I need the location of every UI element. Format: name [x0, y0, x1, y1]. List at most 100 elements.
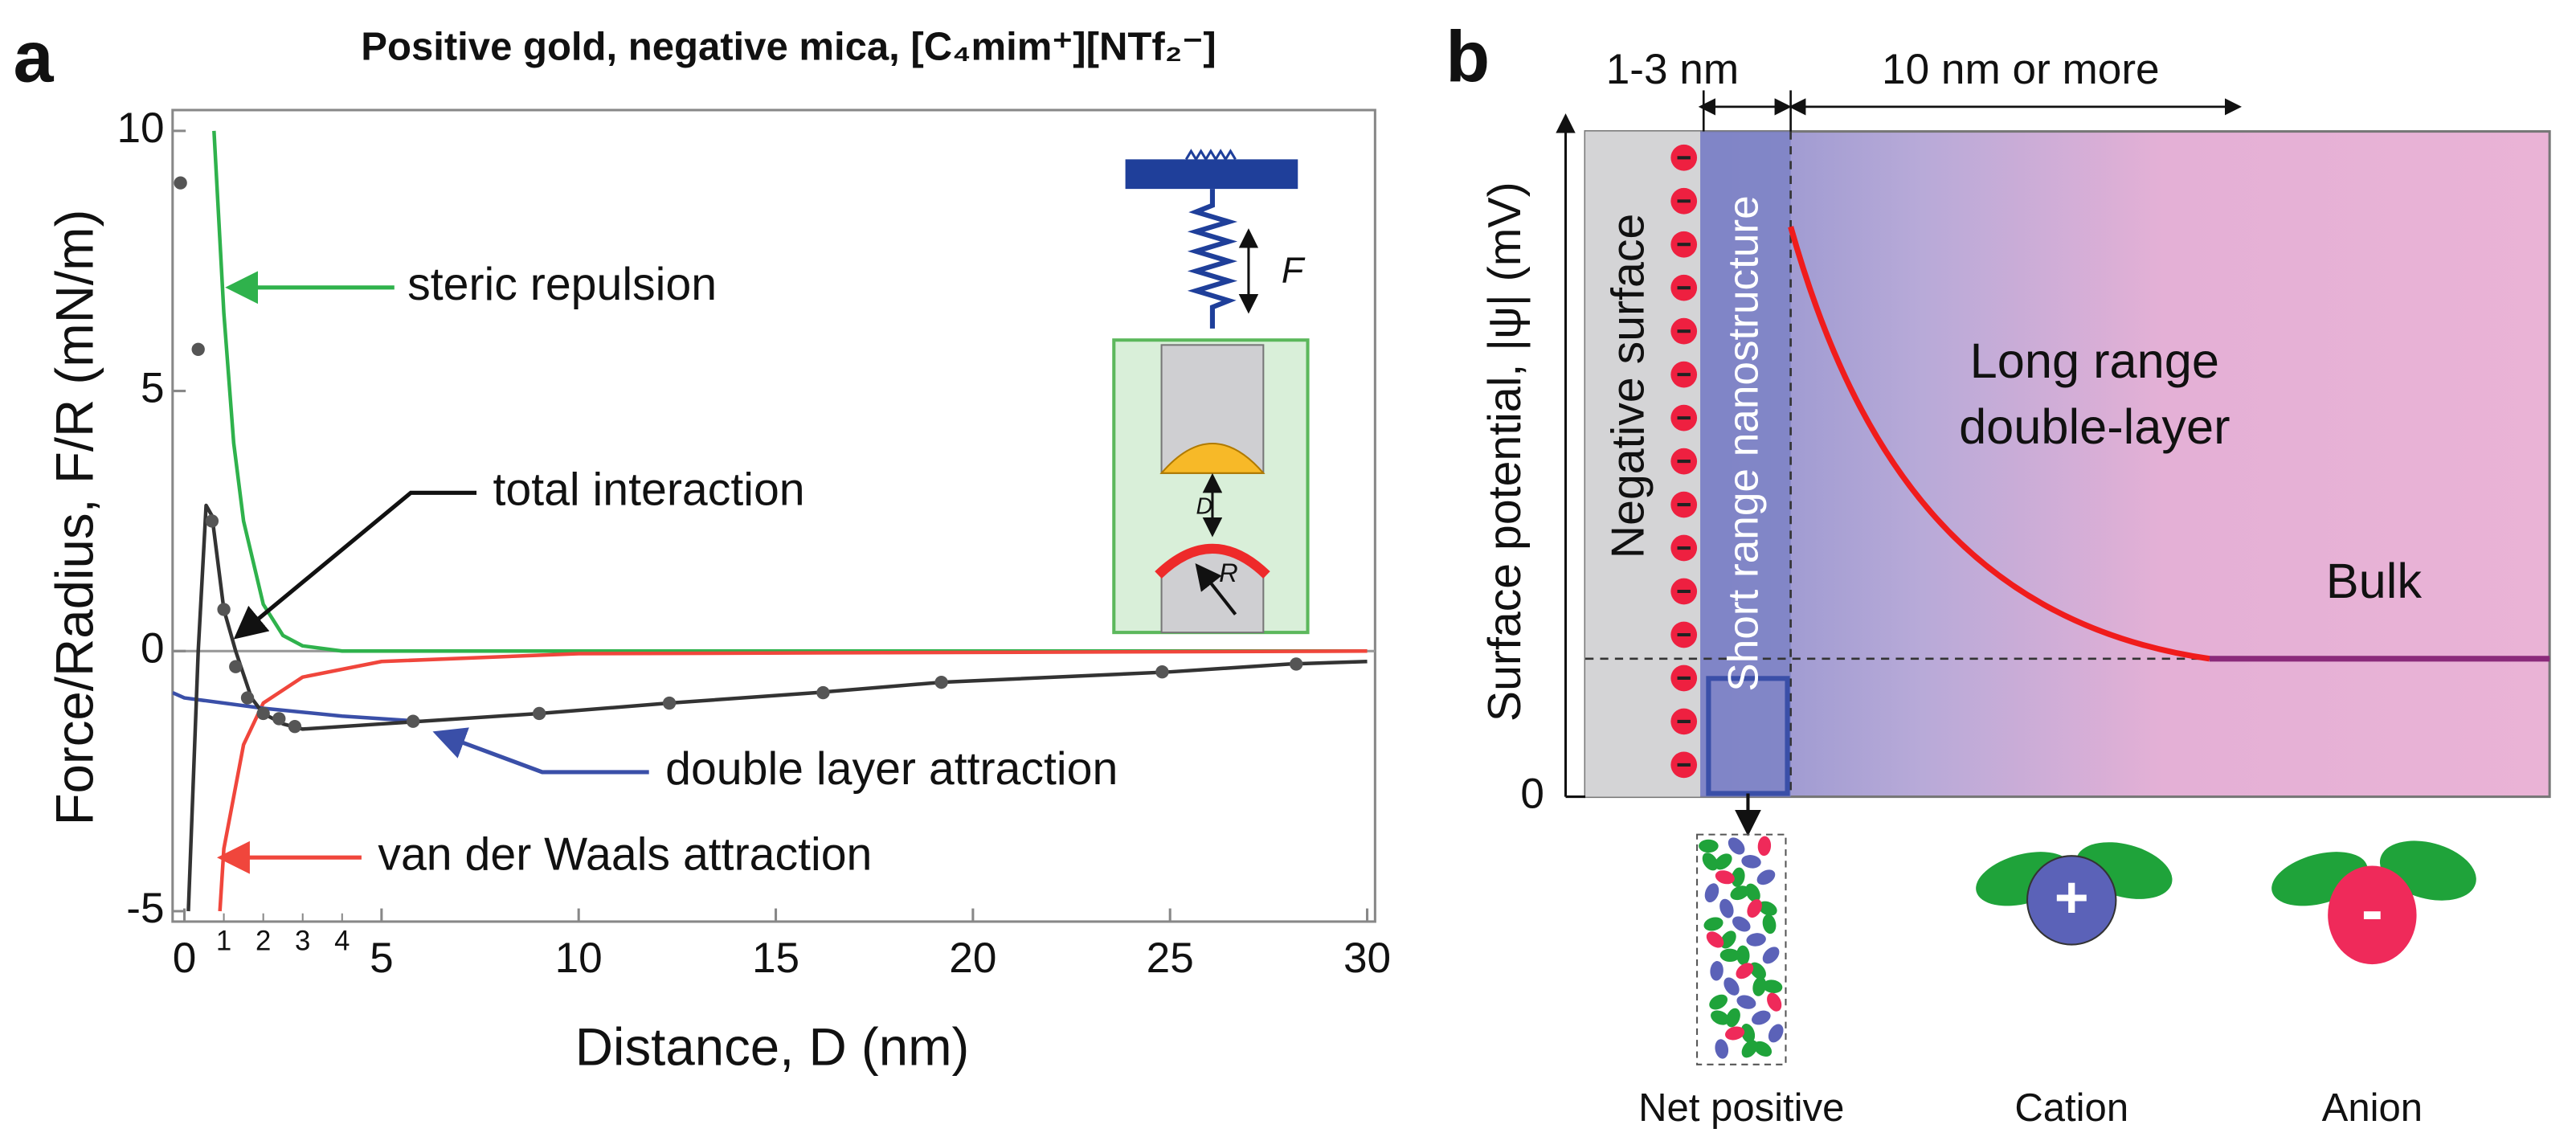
x-tick-label: 30	[1343, 934, 1391, 982]
x-minor-tick-label: 2	[256, 926, 271, 957]
ion-mix	[1736, 963, 1754, 979]
x-tick-label: 10	[555, 934, 603, 982]
panel-label: b	[1445, 17, 1490, 97]
ion-mix	[1723, 977, 1740, 996]
series-line	[172, 691, 422, 723]
width-label: 1-3 nm	[1606, 46, 1739, 93]
data-point	[174, 176, 187, 190]
data-point	[662, 696, 677, 710]
ion-mix	[1768, 1024, 1784, 1043]
ion-mix	[1756, 869, 1776, 885]
data-point	[934, 675, 948, 689]
data-point	[288, 719, 302, 734]
ion-mix	[1745, 883, 1760, 902]
ion-mix	[1762, 914, 1777, 934]
ion-mix	[1741, 855, 1761, 869]
ion-mix	[1703, 917, 1723, 931]
ion-mix	[1719, 948, 1740, 963]
annotation: total interaction	[493, 464, 804, 515]
inset-label: R	[1219, 558, 1238, 587]
data-point	[205, 514, 219, 528]
x-tick-label: 5	[370, 934, 394, 982]
legend-label: Anion	[2322, 1086, 2423, 1130]
ion-mix	[1702, 853, 1719, 871]
ion-mix	[1746, 933, 1766, 947]
ion-mix	[1753, 1041, 1773, 1057]
ion-mix	[1736, 945, 1750, 966]
x-minor-tick-label: 1	[216, 926, 231, 957]
ion-mix	[1736, 995, 1756, 1009]
ion-mix	[1767, 992, 1782, 1012]
ion-mix	[1715, 1039, 1729, 1059]
ion-mix	[1719, 898, 1734, 918]
plot-frame	[171, 108, 1376, 923]
legend-label: Cation	[2014, 1086, 2128, 1130]
inset-label: D	[1196, 493, 1213, 519]
ion-mix	[1711, 1010, 1730, 1025]
annotation: double layer attraction	[665, 743, 1118, 795]
region-label: Negative surface	[1602, 214, 1654, 558]
annotation-arrow	[233, 490, 477, 640]
x-tick-label: 0	[173, 934, 197, 982]
ion-mix	[1699, 839, 1719, 853]
width-label: 10 nm or more	[1882, 46, 2160, 93]
ion-sign: -	[2361, 873, 2383, 947]
x-minor-tick-label: 3	[295, 926, 310, 957]
data-point	[191, 342, 205, 356]
x-tick-label: 25	[1147, 934, 1194, 982]
annotation-arrow	[432, 727, 649, 775]
ion-mix	[1740, 1024, 1756, 1043]
inset-label: F	[1282, 249, 1306, 290]
y-tick-label: 5	[141, 365, 165, 412]
inset: F D R	[1112, 149, 1310, 635]
y-tick-label: -5	[126, 885, 164, 932]
data-point	[229, 660, 243, 673]
ion-mix	[1715, 870, 1735, 885]
ion-mix	[1752, 976, 1767, 996]
data-point	[816, 685, 830, 700]
y-tick-label: 0	[1520, 771, 1544, 818]
annotation: van der Waals attraction	[378, 828, 872, 880]
chart-title: Positive gold, negative mica, [C₄mim⁺][N…	[361, 25, 1216, 68]
ion-mix	[1752, 1010, 1771, 1025]
ion-mix	[1762, 947, 1780, 964]
x-minor-tick-label: 4	[334, 926, 350, 957]
data-point	[256, 706, 270, 721]
annotation: steric repulsion	[407, 259, 717, 310]
data-point	[217, 603, 231, 616]
data-point	[240, 691, 255, 705]
ion-mix	[1762, 979, 1783, 994]
legend-label: Net positive	[1638, 1086, 1844, 1130]
x-tick-label: 15	[752, 934, 799, 982]
ion-mix	[1758, 901, 1777, 916]
data-point	[1155, 665, 1169, 679]
region-label: Bulk	[2326, 553, 2423, 608]
data-point	[532, 706, 546, 721]
data-point	[272, 712, 286, 726]
ion-mix	[1730, 885, 1749, 901]
x-tick-label: 20	[949, 934, 996, 982]
ion-mix	[1749, 962, 1766, 979]
ion-mix	[1709, 994, 1728, 1010]
ion-mix	[1720, 930, 1736, 949]
ion-mix	[1710, 961, 1723, 981]
region-label: double-layer	[1959, 399, 2230, 454]
y-axis-label: Force/Radius, F/R (mN/m)	[46, 210, 104, 826]
ion-mix	[1706, 931, 1724, 948]
y-tick-label: 0	[141, 624, 165, 672]
ion-mix	[1725, 1026, 1745, 1041]
y-tick-label: 10	[117, 104, 164, 152]
ion-sign: +	[2055, 864, 2089, 930]
plot-area	[172, 130, 1376, 912]
data-point	[1290, 657, 1303, 671]
region-label: Long range	[1970, 333, 2219, 388]
ion-mix	[1704, 883, 1719, 903]
x-axis-label: Distance, D (nm)	[575, 1018, 970, 1077]
ion-mix	[1757, 836, 1772, 857]
series-line	[212, 130, 1368, 653]
ion-mix	[1726, 1008, 1740, 1028]
panel-label: a	[13, 17, 54, 97]
ion-mix	[1731, 867, 1745, 887]
ion-mix	[1747, 899, 1762, 918]
